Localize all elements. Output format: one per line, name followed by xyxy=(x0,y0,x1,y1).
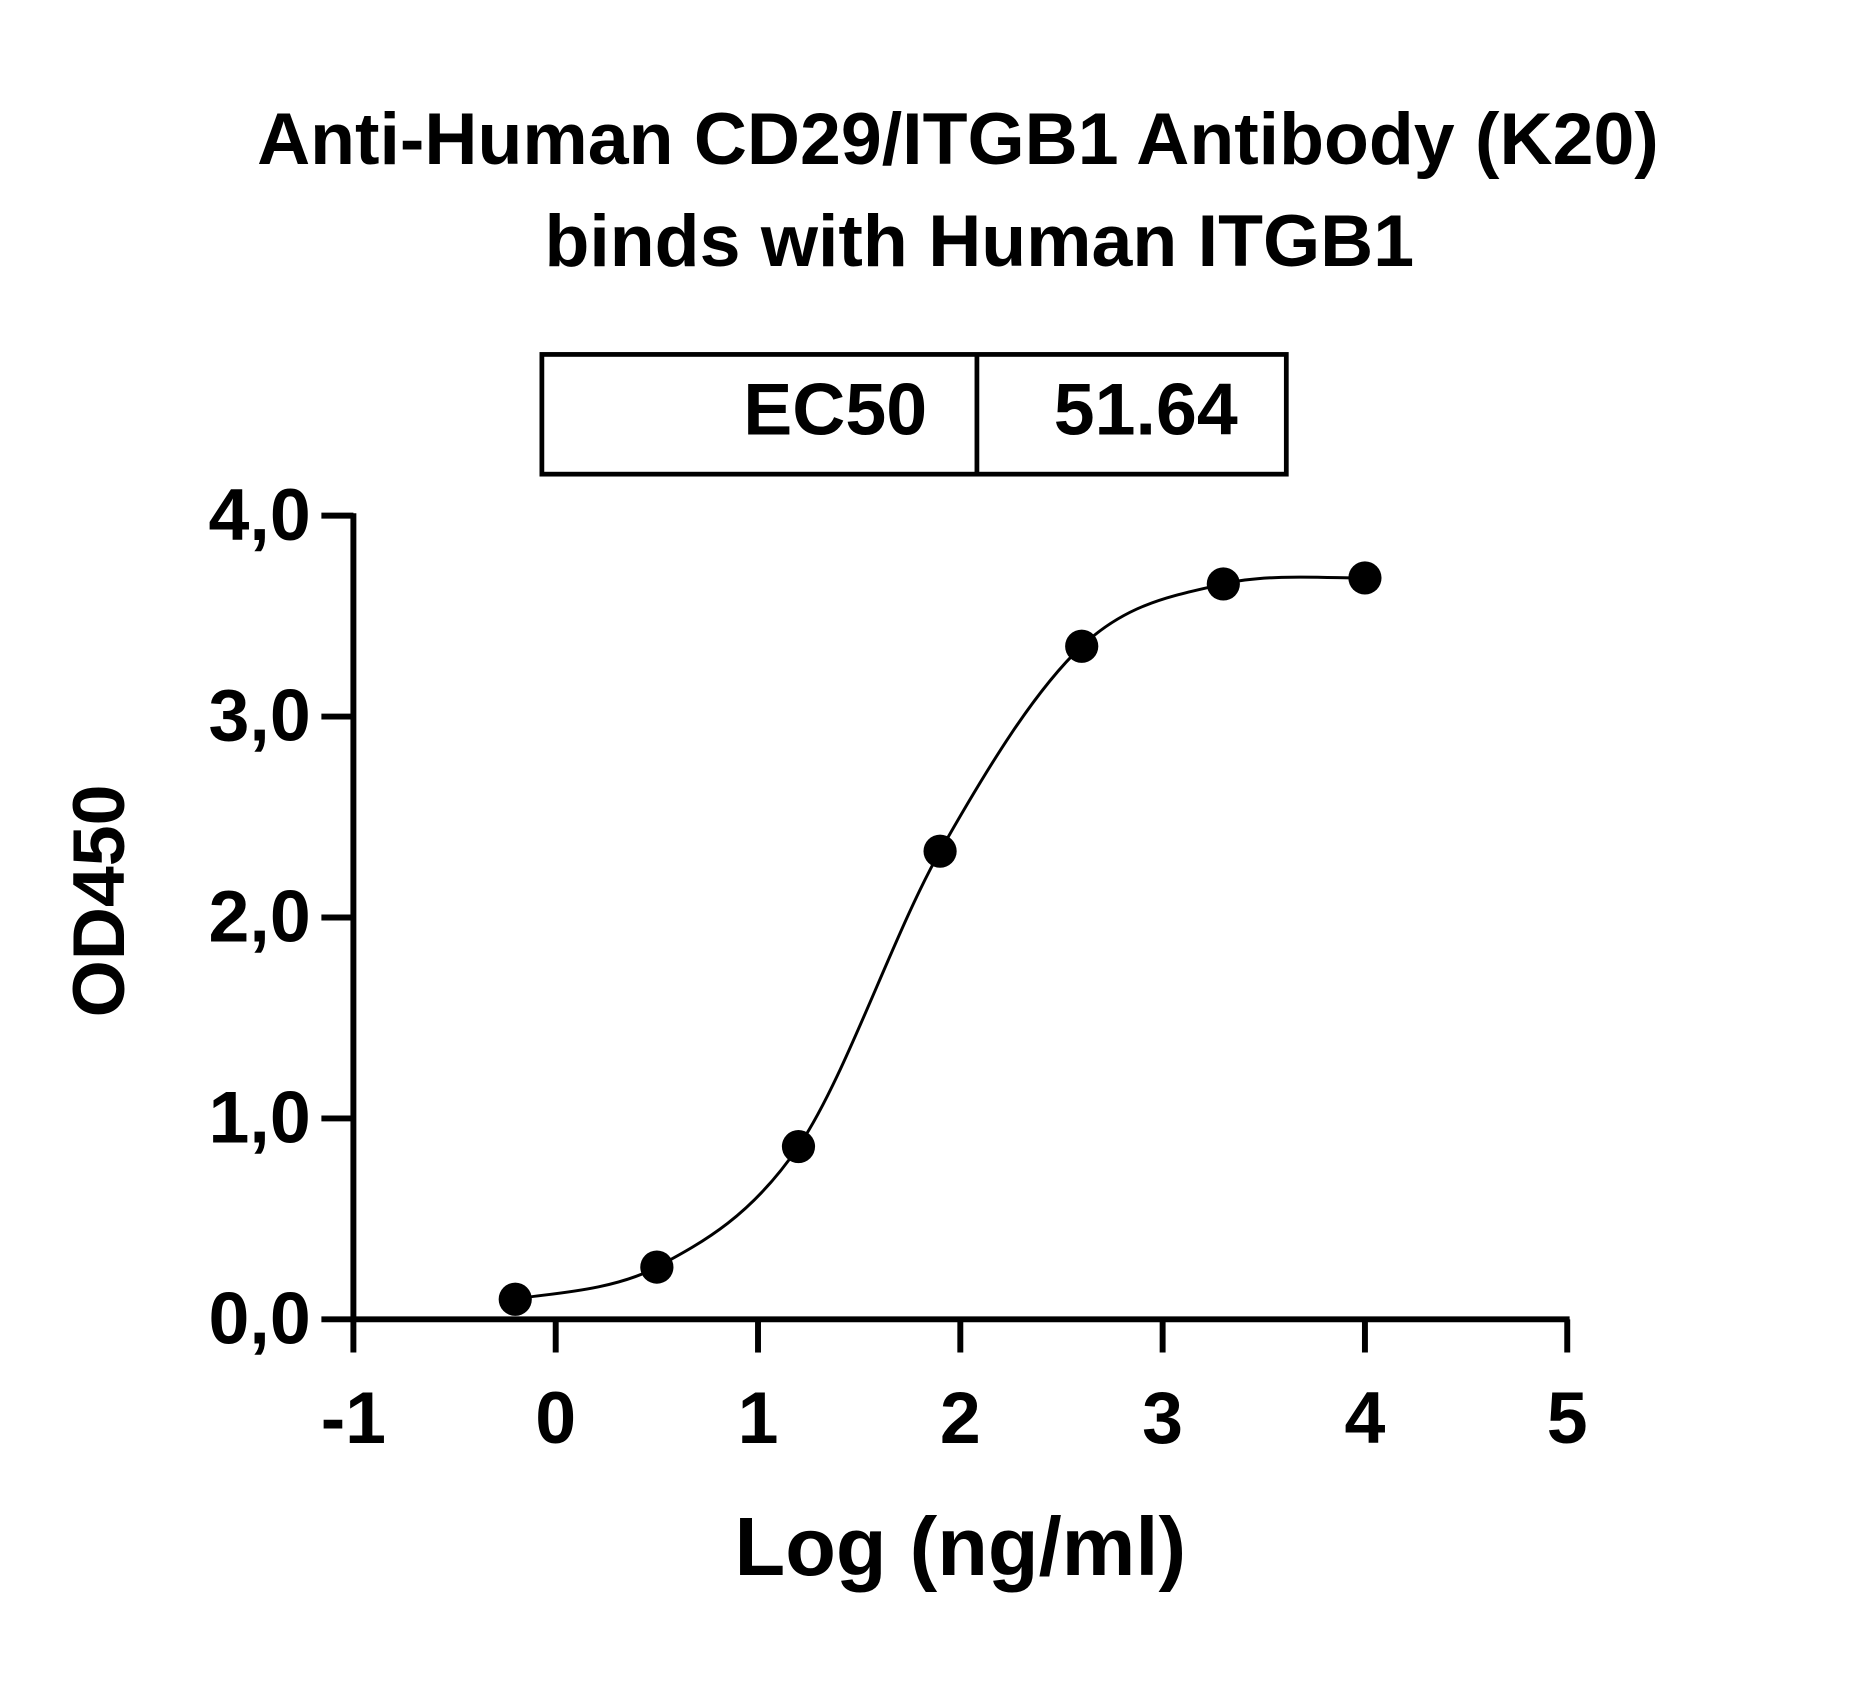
data-point xyxy=(923,834,957,868)
ec50-label: EC50 xyxy=(743,367,927,450)
y-tick-label: 4,0 xyxy=(209,473,311,556)
chart-title: binds with Human ITGB1 xyxy=(544,199,1414,282)
x-tick-label: 2 xyxy=(940,1376,981,1459)
data-point xyxy=(498,1282,532,1316)
x-tick-label: 4 xyxy=(1344,1376,1385,1459)
x-tick-label: -1 xyxy=(321,1376,386,1459)
x-tick-label: 3 xyxy=(1142,1376,1183,1459)
x-tick-label: 5 xyxy=(1547,1376,1588,1459)
data-point xyxy=(1206,567,1240,601)
y-tick-label: 2,0 xyxy=(209,875,311,958)
data-point xyxy=(781,1129,816,1164)
ec50-value: 51.64 xyxy=(1054,367,1238,450)
chart-title: Anti-Human CD29/ITGB1 Antibody (K20) xyxy=(257,97,1659,180)
data-point xyxy=(640,1250,674,1284)
fit-curve xyxy=(514,575,1365,1301)
x-tick-label: 1 xyxy=(738,1376,779,1459)
y-tick-label: 1,0 xyxy=(209,1076,311,1159)
data-point xyxy=(1065,629,1099,663)
y-tick-label: 3,0 xyxy=(209,674,311,757)
y-axis-label: OD450 xyxy=(57,784,140,1017)
x-axis-label: Log (ng/ml) xyxy=(735,1500,1187,1593)
data-point xyxy=(1348,561,1382,595)
x-tick-label: 0 xyxy=(535,1376,576,1459)
ec50-box xyxy=(539,352,1289,477)
y-tick-label: 0,0 xyxy=(209,1276,311,1359)
